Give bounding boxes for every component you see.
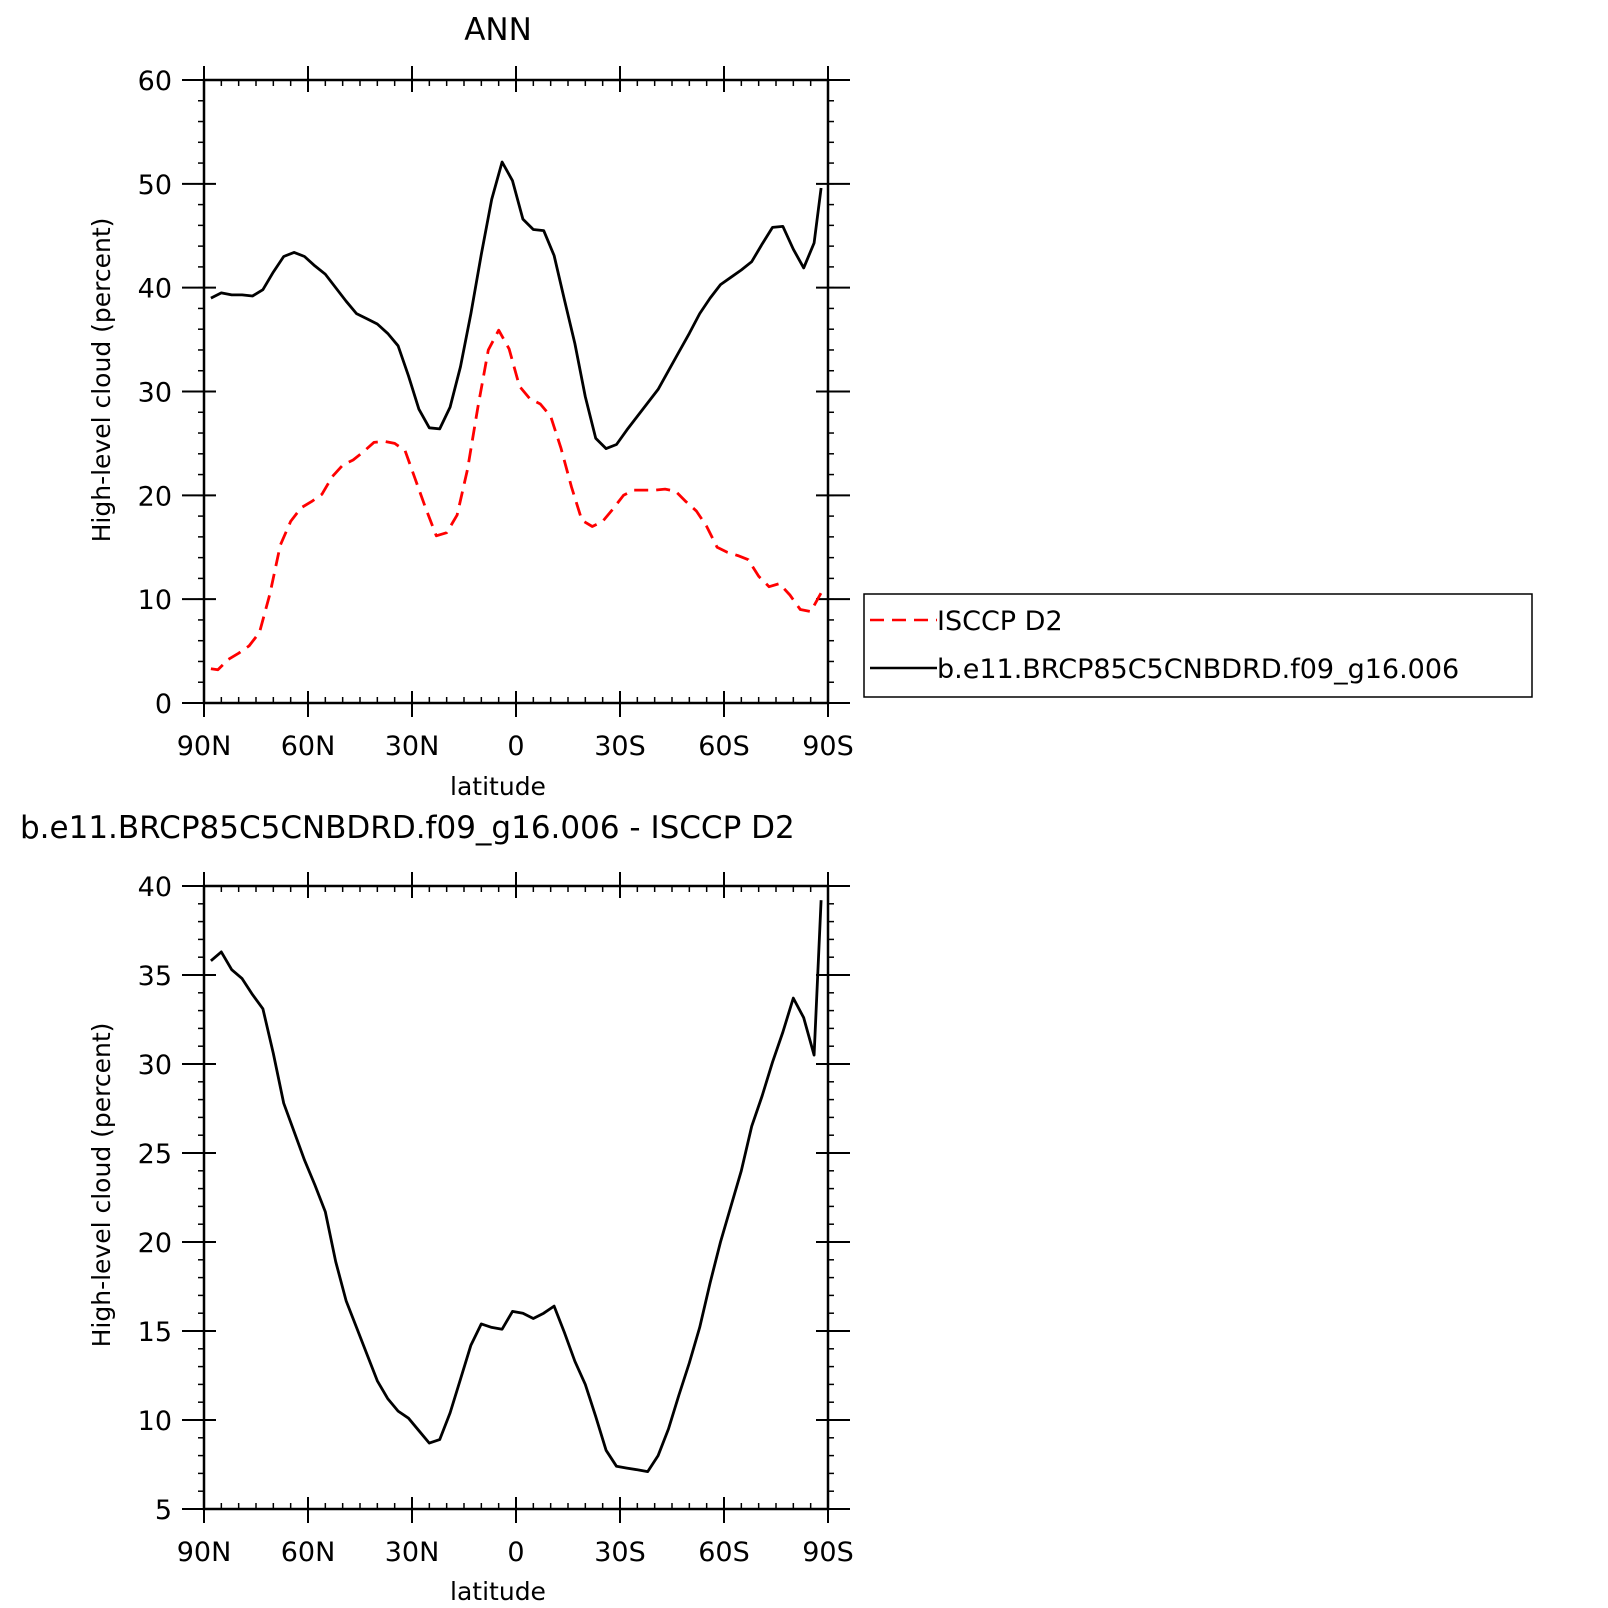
x-tick-label: 60N: [281, 731, 336, 762]
y-tick-label: 20: [138, 1228, 172, 1259]
panel-top: ANN 90N 60N 30N 0 30S 60S 90S 0 10 20 30 40 50 60 lat…: [87, 12, 1533, 801]
y-tick-label: 25: [138, 1139, 172, 1170]
x-tick-label: 90N: [177, 1537, 232, 1568]
y-tick-label: 30: [138, 1050, 172, 1081]
x-tick-label: 60S: [698, 1537, 750, 1568]
plot-frame: [202, 78, 830, 705]
panel-bottom: b.e11.BRCP85C5CNBDRD.f09_g16.006 - ISCCP…: [20, 810, 854, 1606]
x-tick-label: 30S: [594, 1537, 646, 1568]
series-line-0: [209, 900, 823, 1473]
x-tick-label: 90S: [802, 1537, 854, 1568]
x-axis-label: latitude: [450, 1577, 546, 1606]
plot-area: 90N 60N 30N 0 30S 60S 90S 0 10 20 30 40 50 60: [138, 66, 854, 762]
x-tick-label: 60S: [698, 731, 750, 762]
y-tick-label: 0: [155, 689, 172, 720]
legend-label-model: b.e11.BRCP85C5CNBDRD.f09_g16.006: [937, 654, 1459, 685]
y-tick-label: 30: [138, 378, 172, 409]
series-line-0: [210, 328, 823, 672]
y-tick-label: 5: [155, 1495, 172, 1526]
y-tick-label: 10: [138, 1406, 172, 1437]
legend-label-isccp: ISCCP D2: [937, 606, 1063, 637]
chart-title: b.e11.BRCP85C5CNBDRD.f09_g16.006 - ISCCP…: [20, 810, 795, 846]
legend-box: [863, 593, 1533, 698]
plot-area: 90N 60N 30N 0 30S 60S 90S 5 10 15 20 25 30 35 40: [138, 872, 854, 1568]
y-axis-label: High-level cloud (percent): [87, 1023, 116, 1348]
x-tick-label: 90N: [177, 731, 232, 762]
y-axis-label: High-level cloud (percent): [87, 218, 116, 543]
x-tick-label: 0: [507, 731, 524, 762]
y-tick-label: 40: [138, 274, 172, 305]
y-tick-label: 50: [138, 170, 172, 201]
y-tick-label: 60: [138, 66, 172, 97]
x-tick-label: 30N: [385, 1537, 440, 1568]
y-tick-label: 20: [138, 481, 172, 512]
y-tick-label: 35: [138, 961, 172, 992]
legend: ISCCP D2 b.e11.BRCP85C5CNBDRD.f09_g16.00…: [863, 593, 1533, 698]
series-line-1: [210, 160, 823, 451]
x-axis-label: latitude: [450, 772, 546, 801]
x-tick-label: 60N: [281, 1537, 336, 1568]
chart-title: ANN: [464, 12, 532, 48]
x-tick-label: 30S: [594, 731, 646, 762]
y-tick-label: 15: [138, 1317, 172, 1348]
y-tick-label: 10: [138, 585, 172, 616]
x-tick-label: 0: [507, 1537, 524, 1568]
x-tick-label: 30N: [385, 731, 440, 762]
x-tick-label: 90S: [802, 731, 854, 762]
y-tick-label: 40: [138, 872, 172, 903]
